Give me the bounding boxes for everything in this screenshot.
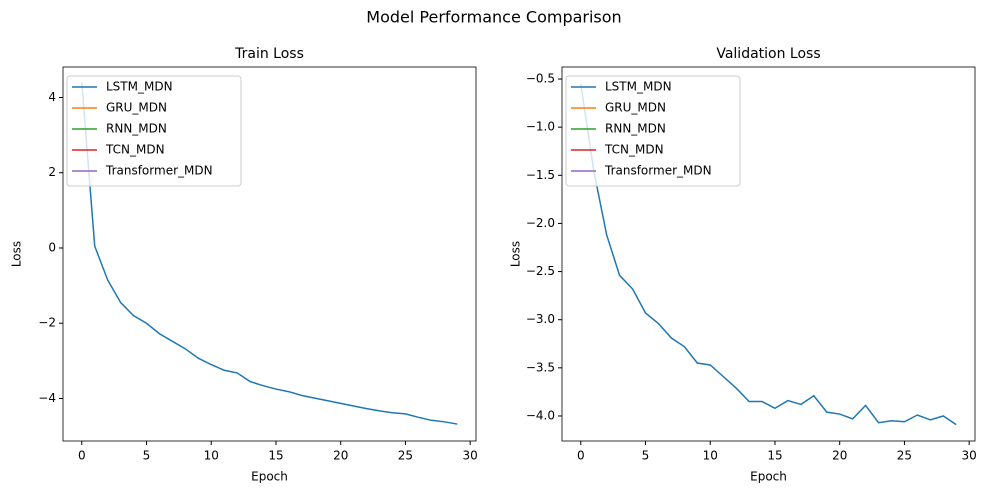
x-tick-label: 5 bbox=[642, 449, 650, 463]
legend-box bbox=[66, 75, 242, 187]
x-tick-label: 10 bbox=[703, 449, 718, 463]
x-axis-label: Epoch bbox=[251, 470, 288, 484]
figure-title: Model Performance Comparison bbox=[366, 8, 621, 27]
x-tick-label: 5 bbox=[143, 449, 151, 463]
x-tick-label: 30 bbox=[962, 449, 977, 463]
legend-label: RNN_MDN bbox=[106, 122, 167, 136]
legend-label: LSTM_MDN bbox=[106, 80, 173, 94]
axes-frame bbox=[561, 66, 976, 442]
series-line bbox=[580, 83, 957, 426]
legend-label: GRU_MDN bbox=[605, 101, 666, 115]
x-tick-label: 25 bbox=[398, 449, 413, 463]
y-axis-label: Loss bbox=[509, 241, 523, 267]
y-tick-label: −3.0 bbox=[526, 312, 555, 326]
axes-title: Train Loss bbox=[234, 46, 304, 62]
x-tick-label: 30 bbox=[463, 449, 478, 463]
x-tick-label: 20 bbox=[832, 449, 847, 463]
y-tick-label: −3.5 bbox=[526, 360, 555, 374]
y-tick-label: 4 bbox=[48, 90, 56, 104]
y-tick-label: −2.5 bbox=[526, 264, 555, 278]
axes-title: Validation Loss bbox=[716, 46, 820, 62]
y-tick-label: −4 bbox=[38, 391, 56, 405]
y-tick-label: −1.0 bbox=[526, 120, 555, 134]
y-axis-label: Loss bbox=[10, 241, 24, 267]
x-tick-label: 15 bbox=[268, 449, 283, 463]
legend-label: TCN_MDN bbox=[604, 143, 664, 157]
y-tick-label: −0.5 bbox=[526, 72, 555, 86]
legend-label: TCN_MDN bbox=[105, 143, 165, 157]
x-tick-label: 15 bbox=[767, 449, 782, 463]
y-tick-label: −2 bbox=[38, 316, 56, 330]
legend-label: Transformer_MDN bbox=[105, 164, 213, 178]
legend-label: LSTM_MDN bbox=[605, 80, 672, 94]
legend-label: GRU_MDN bbox=[106, 101, 167, 115]
x-tick-label: 25 bbox=[897, 449, 912, 463]
y-tick-label: −2.0 bbox=[526, 216, 555, 230]
y-tick-label: −1.5 bbox=[526, 168, 555, 182]
x-tick-label: 0 bbox=[78, 449, 86, 463]
y-tick-label: 2 bbox=[48, 165, 56, 179]
x-axis-label: Epoch bbox=[750, 470, 787, 484]
x-tick-label: 10 bbox=[204, 449, 219, 463]
y-tick-label: 0 bbox=[48, 240, 56, 254]
legend-label: RNN_MDN bbox=[605, 122, 666, 136]
axes-frame bbox=[62, 66, 477, 442]
x-tick-label: 0 bbox=[577, 449, 585, 463]
x-tick-label: 20 bbox=[333, 449, 348, 463]
legend-box bbox=[565, 75, 741, 187]
y-tick-label: −4.0 bbox=[526, 408, 555, 422]
legend-label: Transformer_MDN bbox=[604, 164, 712, 178]
series-line bbox=[81, 82, 458, 425]
